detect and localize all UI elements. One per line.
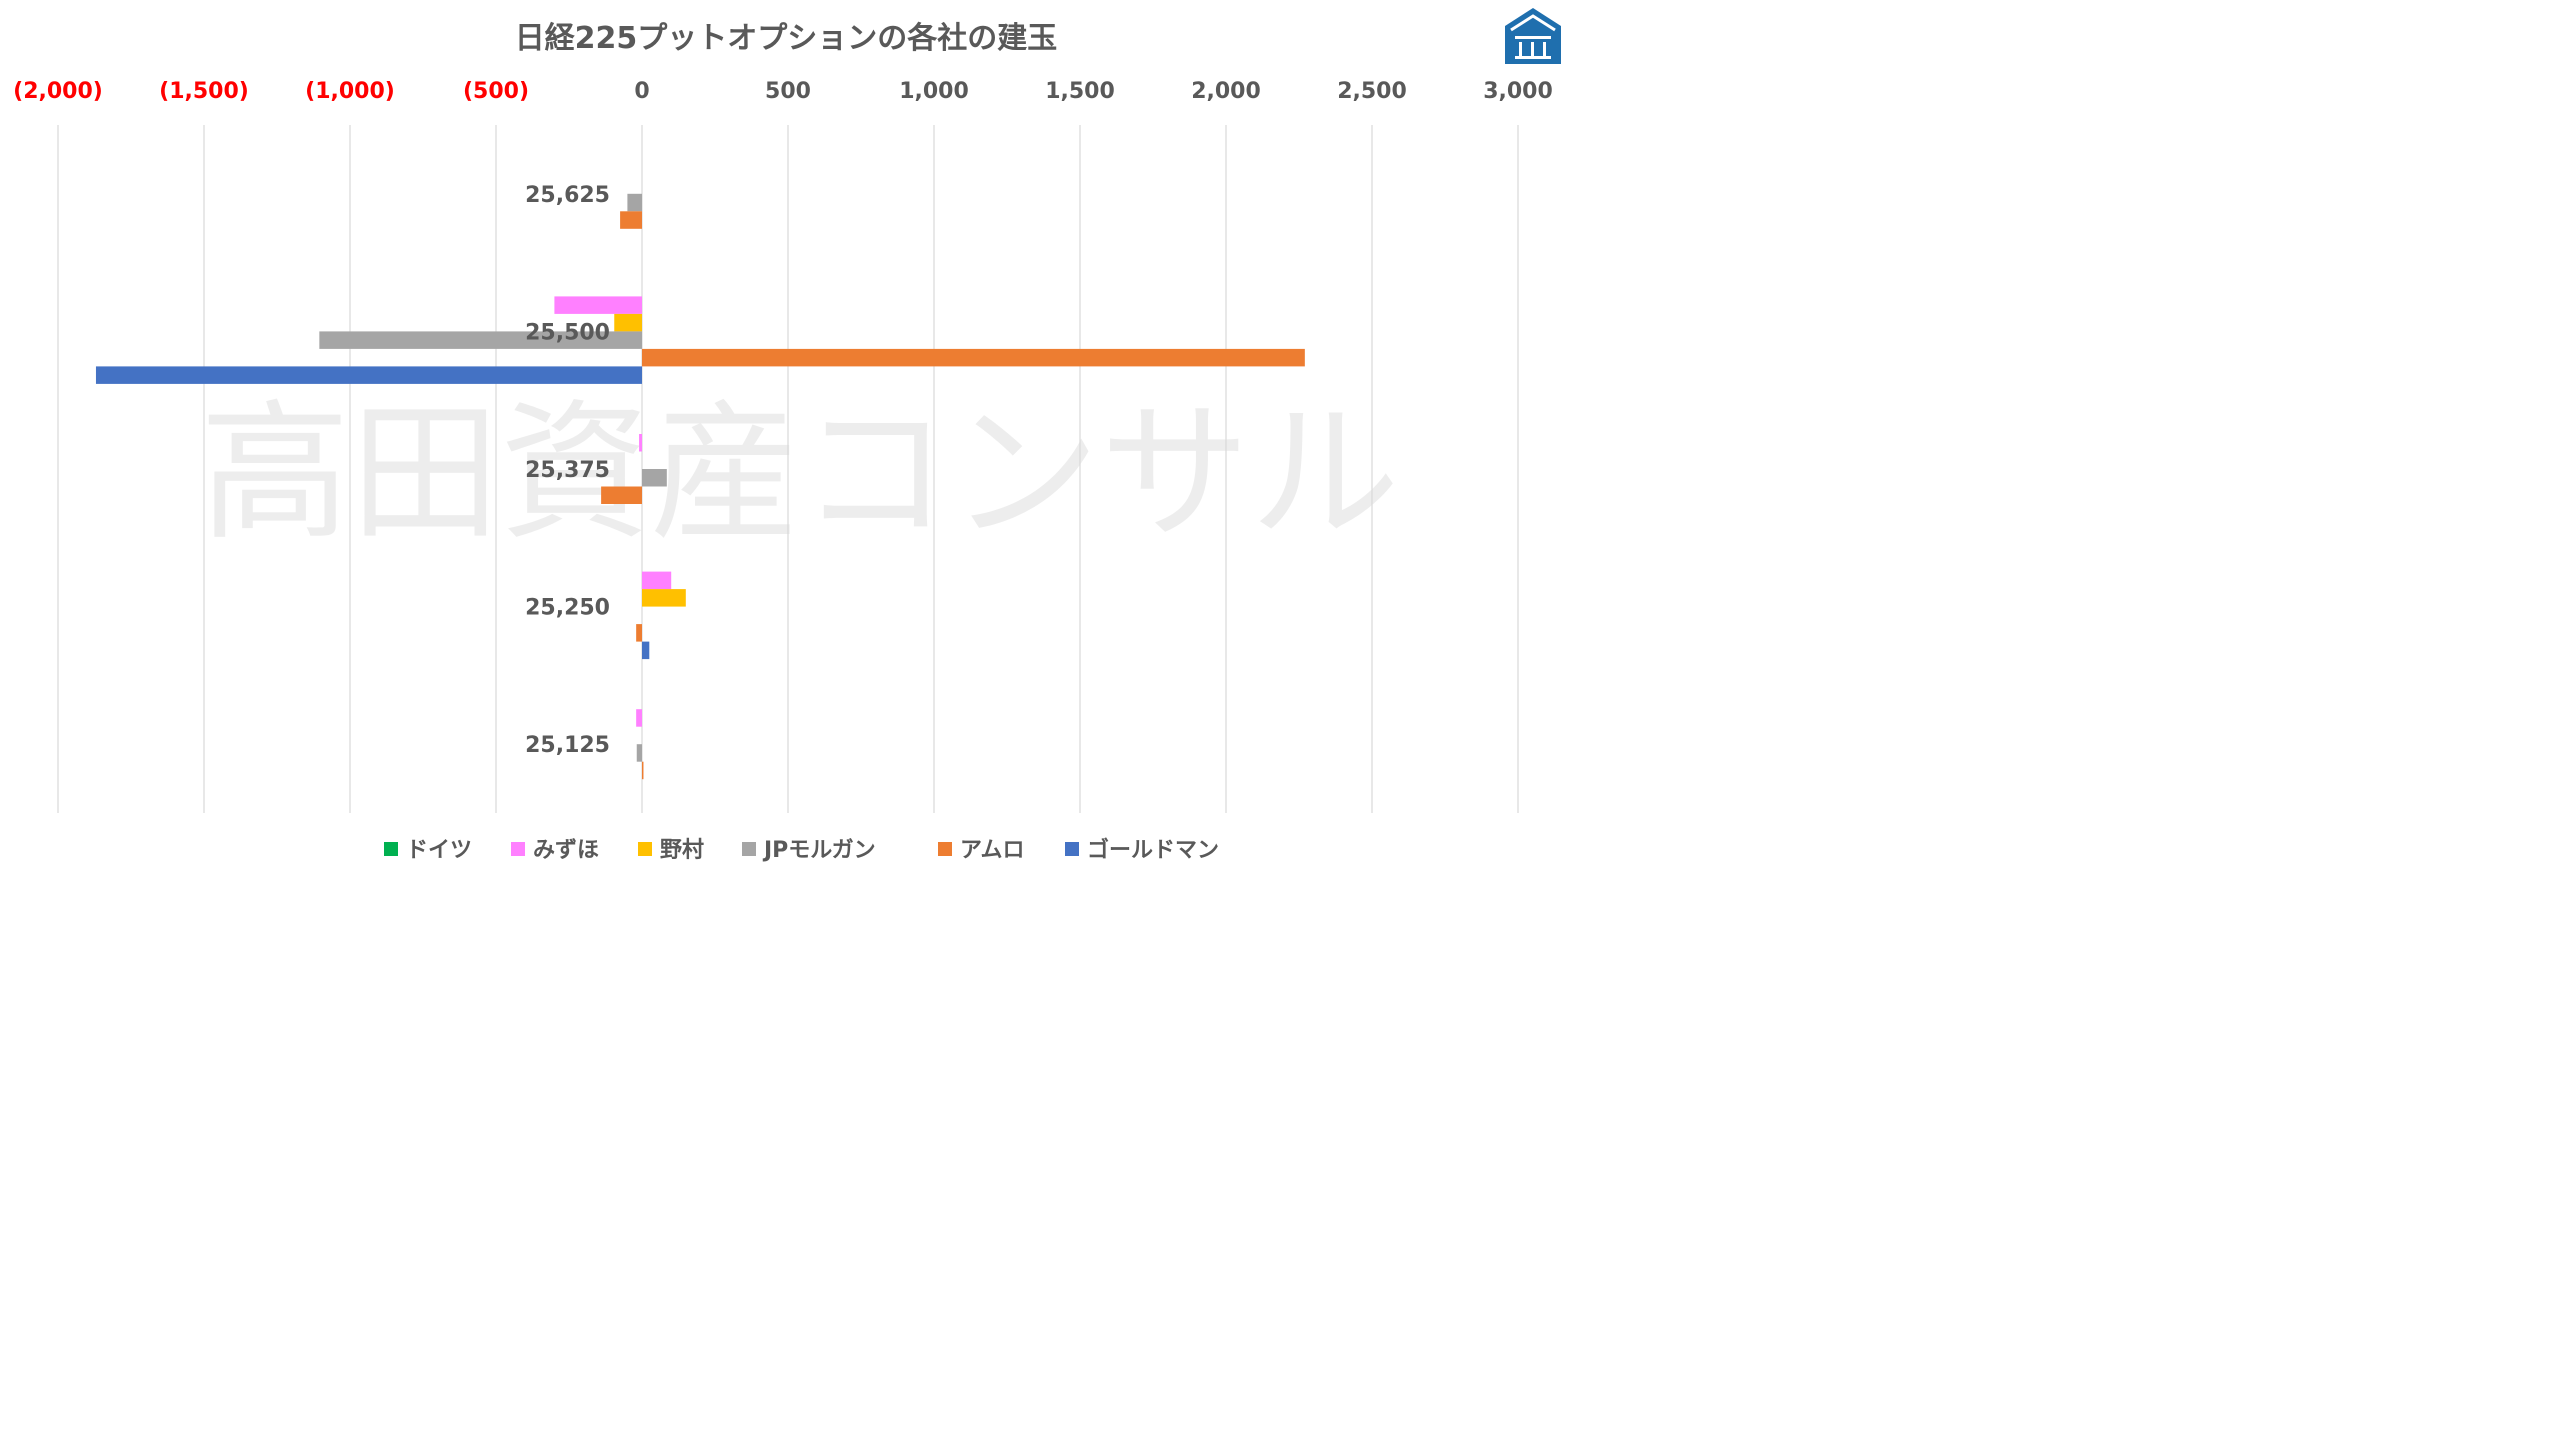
x-tick-label: (1,000) xyxy=(305,79,395,104)
x-tick-label: (1,500) xyxy=(159,79,249,104)
category-label: 25,375 xyxy=(525,458,610,483)
legend-label: 野村 xyxy=(660,838,704,863)
legend: ドイツ みずほ 野村 JPモルガン アムロ ゴールドマン xyxy=(384,837,1219,863)
bar-JPモルガン-25,500 xyxy=(319,331,642,349)
category-label: 25,500 xyxy=(525,320,610,345)
x-tick-label: 2,000 xyxy=(1191,79,1261,104)
bar-ゴールドマン-25,500 xyxy=(95,366,642,384)
legend-label: アムロ xyxy=(960,838,1024,863)
x-tick-label: (2,000) xyxy=(13,79,103,104)
building-logo-icon xyxy=(1505,8,1561,64)
x-tick-label: (500) xyxy=(463,79,529,104)
bar-ゴールドマン-25,250 xyxy=(642,641,650,660)
bar-アムロ-25,500 xyxy=(642,348,1305,367)
x-tick-label: 1,000 xyxy=(899,79,969,104)
legend-swatch xyxy=(742,842,756,856)
x-axis-ticks: (2,000) (1,500) (1,000) (500) 0 500 1,000 1,500… xyxy=(13,79,1553,104)
bar-みずほ-25,500 xyxy=(554,296,642,314)
bar-JPモルガン-25,375 xyxy=(642,469,667,487)
legend-label: ゴールドマン xyxy=(1087,837,1219,863)
bar-series xyxy=(95,193,1305,780)
legend-swatch xyxy=(511,842,525,856)
category-labels: 25,625 25,500 25,375 25,250 25,125 xyxy=(525,183,610,758)
bar-JPモルガン-25,125 xyxy=(636,744,642,762)
legend-label: みずほ xyxy=(533,838,599,863)
legend-swatch xyxy=(1065,842,1079,856)
watermark: 高田資産コンサル xyxy=(200,387,1400,561)
chart-title: 日経225プットオプションの各社の建玉 xyxy=(515,21,1058,56)
legend-swatch xyxy=(384,842,398,856)
legend-label: ドイツ xyxy=(406,838,472,863)
x-tick-label: 2,500 xyxy=(1337,79,1407,104)
bar-アムロ-25,375 xyxy=(601,486,642,504)
legend-swatch xyxy=(938,842,952,856)
x-tick-label: 0 xyxy=(634,79,649,104)
bar-アムロ-25,125 xyxy=(642,761,644,780)
category-label: 25,250 xyxy=(525,596,610,621)
bar-アムロ-25,250 xyxy=(636,624,642,642)
bar-みずほ-25,125 xyxy=(636,709,642,727)
bar-アムロ-25,625 xyxy=(620,211,642,229)
bar-みずほ-25,250 xyxy=(642,571,672,590)
bar-JPモルガン-25,625 xyxy=(627,193,642,212)
x-tick-label: 500 xyxy=(765,79,811,104)
bar-野村-25,500 xyxy=(614,313,642,332)
category-label: 25,625 xyxy=(525,183,610,208)
category-label: 25,125 xyxy=(525,733,610,758)
x-tick-label: 1,500 xyxy=(1045,79,1115,104)
legend-label: JPモルガン xyxy=(762,838,876,863)
put-option-chart: 高田資産コンサル 日経225プットオプションの各社の建玉 (2,000) (1,5… xyxy=(13,8,1561,863)
bar-みずほ-25,375 xyxy=(639,434,642,452)
legend-swatch xyxy=(638,842,652,856)
x-tick-label: 3,000 xyxy=(1483,79,1553,104)
bar-野村-25,250 xyxy=(642,589,686,607)
